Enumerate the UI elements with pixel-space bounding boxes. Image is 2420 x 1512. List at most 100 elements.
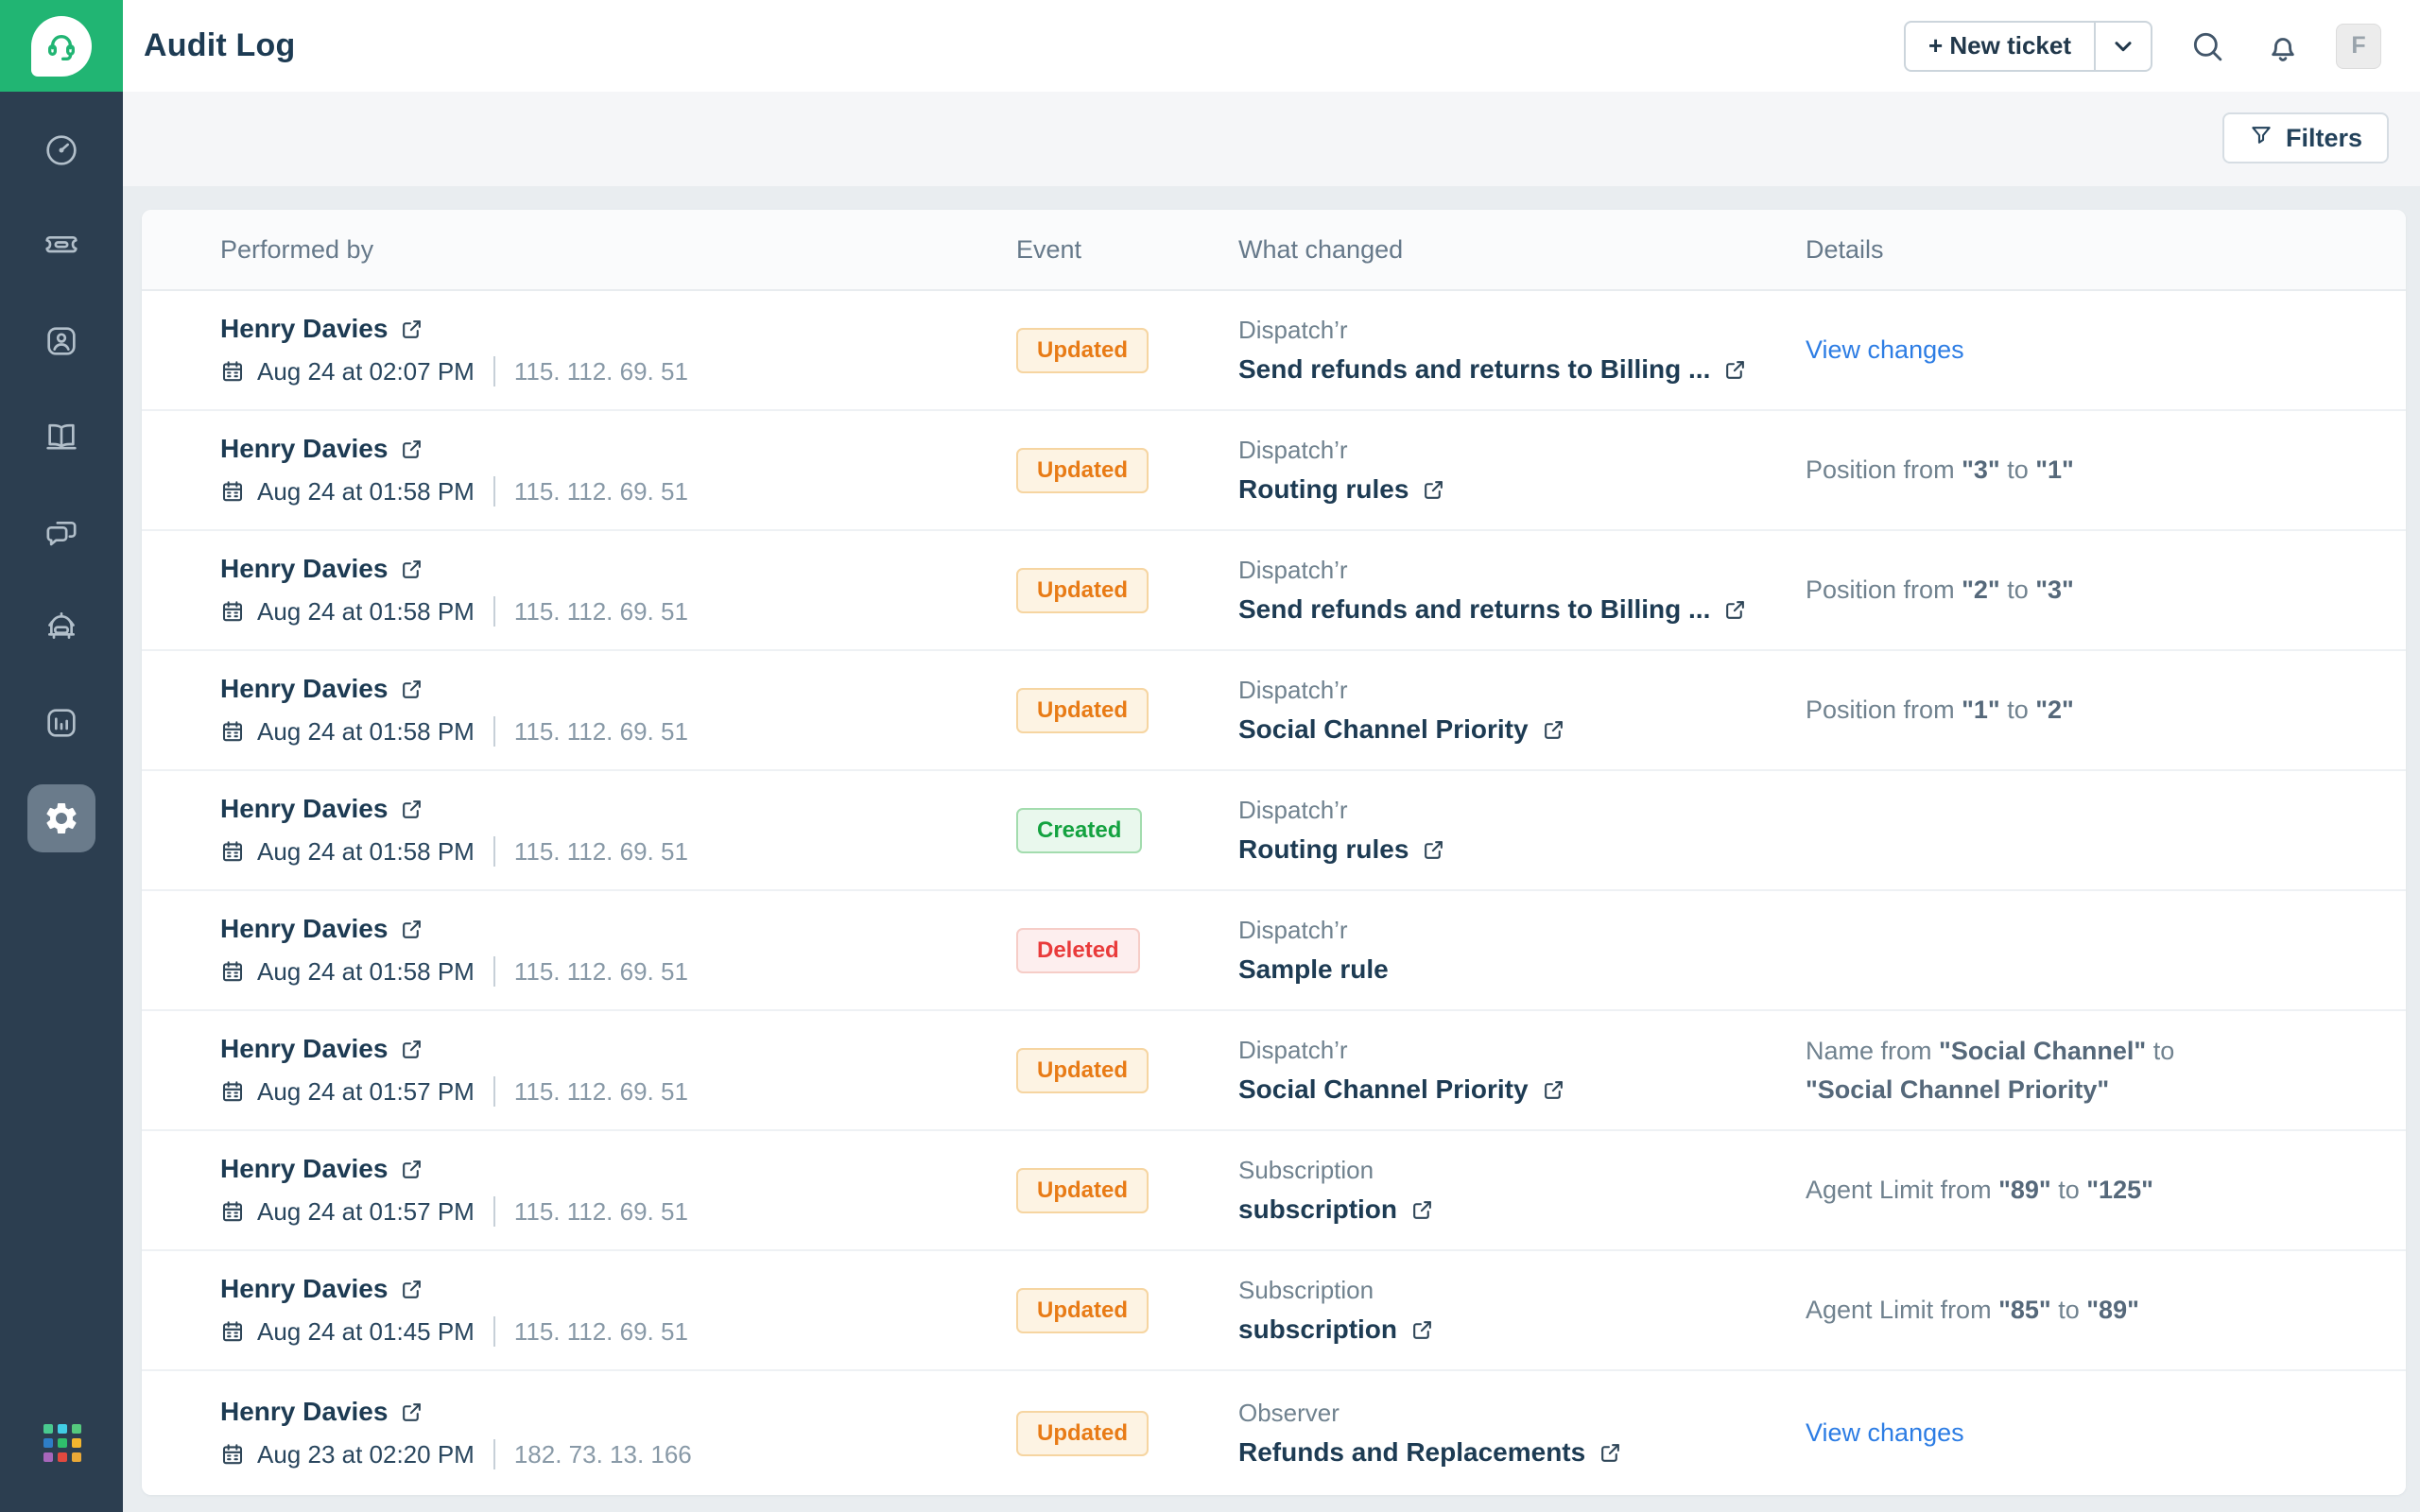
calendar-icon xyxy=(220,1442,245,1467)
external-link-icon[interactable] xyxy=(1410,1198,1434,1222)
calendar-icon xyxy=(220,1079,245,1104)
divider xyxy=(493,476,495,507)
cell-performed-by: Henry Davies Aug 24 at 01:58 PM 115. 112. … xyxy=(220,554,1016,627)
event-badge: Updated xyxy=(1016,1287,1149,1333)
sidebar-item-freddy[interactable] xyxy=(27,593,95,662)
filters-button[interactable]: Filters xyxy=(2221,112,2389,163)
new-ticket-label[interactable]: + New ticket xyxy=(1927,31,2071,60)
performer-name[interactable]: Henry Davies xyxy=(220,1397,389,1426)
table-row: Henry Davies Aug 24 at 01:58 PM 115. 112. … xyxy=(142,771,2406,891)
ip-address: 115. 112. 69. 51 xyxy=(513,356,688,386)
external-link-icon[interactable] xyxy=(1542,1078,1565,1102)
chevron-down-icon[interactable] xyxy=(2094,22,2151,70)
changed-item[interactable]: Routing rules xyxy=(1238,474,1409,504)
external-link-icon[interactable] xyxy=(400,558,424,581)
filters-label: Filters xyxy=(2285,123,2362,152)
sidebar-item-tickets[interactable] xyxy=(27,212,95,280)
external-link-icon[interactable] xyxy=(1422,478,1445,502)
external-link-icon[interactable] xyxy=(400,1038,424,1061)
external-link-icon[interactable] xyxy=(400,798,424,821)
performer-name[interactable]: Henry Davies xyxy=(220,434,389,463)
changed-item[interactable]: Routing rules xyxy=(1238,834,1409,864)
changed-item[interactable]: Refunds and Replacements xyxy=(1238,1437,1586,1467)
search-icon[interactable] xyxy=(2188,27,2226,65)
divider xyxy=(493,836,495,867)
external-link-icon[interactable] xyxy=(400,918,424,941)
changed-item[interactable]: subscription xyxy=(1238,1194,1398,1224)
divider xyxy=(493,596,495,627)
change-category: Observer xyxy=(1238,1399,1340,1427)
cell-performed-by: Henry Davies Aug 24 at 01:57 PM 115. 112. … xyxy=(220,1034,1016,1107)
details-text: Position from "2" to "3" xyxy=(1806,576,2074,605)
view-changes-link[interactable]: View changes xyxy=(1806,335,1964,364)
external-link-icon[interactable] xyxy=(1599,1441,1622,1465)
cell-performed-by: Henry Davies Aug 24 at 01:58 PM 115. 112. … xyxy=(220,914,1016,987)
cell-event: Updated xyxy=(1016,327,1238,373)
sidebar-item-forums[interactable] xyxy=(27,498,95,566)
external-link-icon[interactable] xyxy=(400,678,424,701)
changed-item[interactable]: Send refunds and returns to Billing ... xyxy=(1238,594,1711,624)
gear-icon xyxy=(43,799,80,837)
sidebar-item-admin[interactable] xyxy=(27,784,95,852)
performer-name[interactable]: Henry Davies xyxy=(220,674,389,703)
details-text: Position from "3" to "1" xyxy=(1806,455,2074,485)
sidebar-item-solutions[interactable] xyxy=(27,403,95,471)
performer-name[interactable]: Henry Davies xyxy=(220,1274,389,1303)
notifications-bell-icon[interactable] xyxy=(2264,27,2302,65)
app-dot xyxy=(58,1438,67,1448)
sidebar-item-contacts[interactable] xyxy=(27,307,95,375)
event-badge: Updated xyxy=(1016,327,1149,373)
calendar-icon xyxy=(220,719,245,744)
external-link-icon[interactable] xyxy=(1542,718,1565,742)
performer-name[interactable]: Henry Davies xyxy=(220,314,389,343)
cell-what-changed: Dispatch’r Social Channel Priority xyxy=(1238,1036,1806,1105)
calendar-icon xyxy=(220,479,245,504)
external-link-icon[interactable] xyxy=(400,438,424,461)
performer-name[interactable]: Henry Davies xyxy=(220,914,389,943)
external-link-icon[interactable] xyxy=(400,318,424,341)
performer-name[interactable]: Henry Davies xyxy=(220,1154,389,1183)
changed-item[interactable]: Social Channel Priority xyxy=(1238,714,1529,744)
table-row: Henry Davies Aug 24 at 01:58 PM 115. 112. … xyxy=(142,411,2406,531)
changed-item[interactable]: Sample rule xyxy=(1238,954,1389,984)
event-badge: Updated xyxy=(1016,1047,1149,1093)
timestamp: Aug 24 at 01:58 PM xyxy=(257,476,475,506)
sidebar-item-analytics[interactable] xyxy=(27,689,95,757)
performer-name[interactable]: Henry Davies xyxy=(220,1034,389,1063)
table-row: Henry Davies Aug 24 at 01:57 PM 115. 112. … xyxy=(142,1131,2406,1251)
event-badge: Updated xyxy=(1016,1167,1149,1213)
external-link-icon[interactable] xyxy=(400,1278,424,1301)
freshdesk-logo[interactable] xyxy=(0,0,123,92)
changed-item[interactable]: Social Channel Priority xyxy=(1238,1074,1529,1104)
analytics-icon xyxy=(43,704,80,742)
external-link-icon[interactable] xyxy=(1422,838,1445,862)
view-changes-link[interactable]: View changes xyxy=(1806,1418,1964,1447)
new-ticket-button[interactable]: + New ticket xyxy=(1903,20,2152,72)
ip-address: 115. 112. 69. 51 xyxy=(513,956,688,986)
performer-name[interactable]: Henry Davies xyxy=(220,794,389,823)
app-switcher-icon[interactable] xyxy=(43,1424,81,1462)
change-category: Subscription xyxy=(1238,1276,1374,1304)
sidebar-item-dashboard[interactable] xyxy=(27,116,95,184)
changed-item[interactable]: subscription xyxy=(1238,1314,1398,1344)
external-link-icon[interactable] xyxy=(1723,598,1747,622)
external-link-icon[interactable] xyxy=(1410,1318,1434,1342)
cell-details: View changes xyxy=(1806,1418,2368,1448)
change-category: Dispatch’r xyxy=(1238,676,1348,704)
cell-what-changed: Dispatch’r Social Channel Priority xyxy=(1238,676,1806,745)
changed-item[interactable]: Send refunds and returns to Billing ... xyxy=(1238,354,1711,384)
change-category: Dispatch’r xyxy=(1238,796,1348,824)
ip-address: 115. 112. 69. 51 xyxy=(513,1196,688,1226)
divider xyxy=(493,1316,495,1347)
external-link-icon[interactable] xyxy=(400,1400,424,1424)
details-text: Name from "Social Channel" to "Social Ch… xyxy=(1806,1037,2175,1104)
contacts-icon xyxy=(43,322,80,360)
book-icon xyxy=(43,418,80,455)
external-link-icon[interactable] xyxy=(400,1158,424,1181)
dashboard-icon xyxy=(43,131,80,169)
external-link-icon[interactable] xyxy=(1723,358,1747,382)
avatar[interactable]: F xyxy=(2336,23,2381,69)
timestamp: Aug 24 at 01:58 PM xyxy=(257,956,475,986)
performer-name[interactable]: Henry Davies xyxy=(220,554,389,583)
cell-what-changed: Dispatch’r Routing rules xyxy=(1238,796,1806,865)
